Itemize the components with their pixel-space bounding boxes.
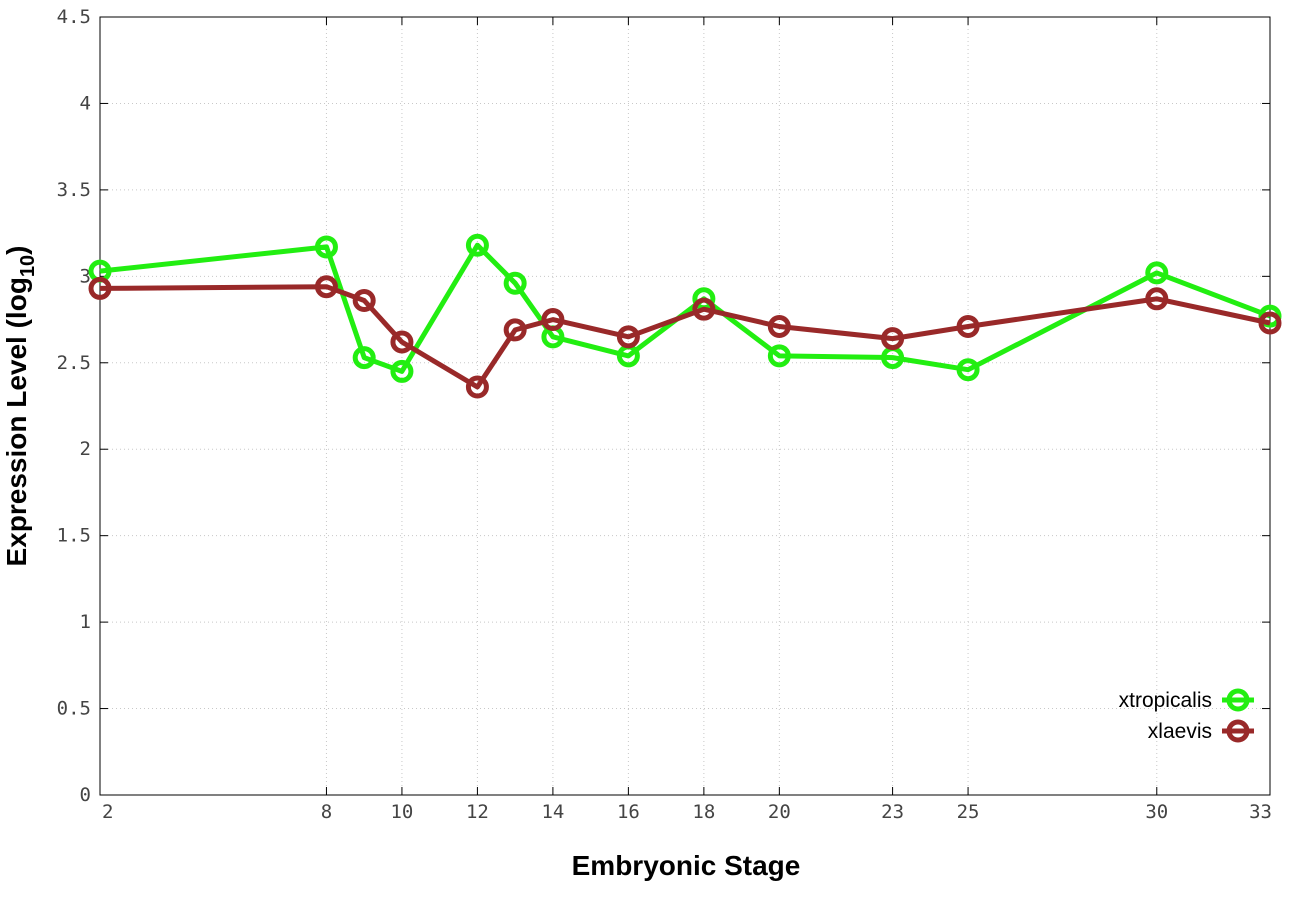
legend-marker-xtropicalis (1226, 688, 1250, 712)
data-point-xlaevis (616, 325, 640, 349)
x-tick-label: 30 (1145, 801, 1168, 823)
data-point-xtropicalis (314, 235, 338, 259)
y-tick-label: 3 (80, 265, 91, 287)
data-point-xlaevis (390, 330, 414, 354)
data-point-xtropicalis (767, 344, 791, 368)
y-axis-ticks: 0 0.5 1 1.5 2 2.5 3 3.5 4 4.5 (57, 6, 1270, 806)
x-tick-label: 16 (617, 801, 640, 823)
y-tick-label: 0.5 (57, 698, 91, 720)
legend-entry-xlaevis: xlaevis (1148, 719, 1254, 743)
x-tick-label: 33 (1249, 801, 1272, 823)
data-point-xtropicalis (503, 271, 527, 295)
y-axis-title-close: ) (1, 246, 32, 255)
y-tick-label: 1 (80, 611, 91, 633)
data-point-xlaevis (767, 314, 791, 338)
y-axis-title: Expression Level (log10) (1, 246, 39, 567)
legend: xtropicalis xlaevis (1119, 688, 1254, 743)
y-tick-label: 3.5 (57, 179, 91, 201)
x-tick-label: 10 (390, 801, 413, 823)
y-axis-title-main: Expression Level (log (1, 277, 32, 566)
data-point-xlaevis (352, 289, 376, 313)
data-point-xlaevis (956, 314, 980, 338)
y-tick-label: 0 (80, 784, 91, 806)
data-point-xtropicalis (390, 359, 414, 383)
x-tick-label: 2 (102, 801, 113, 823)
data-point-xlaevis (503, 318, 527, 342)
x-tick-label: 12 (466, 801, 489, 823)
x-tick-label: 20 (768, 801, 791, 823)
grid-lines (100, 17, 1270, 795)
x-axis-title: Embryonic Stage (572, 850, 801, 881)
legend-entry-xtropicalis: xtropicalis (1119, 688, 1254, 712)
y-tick-label: 1.5 (57, 525, 91, 547)
data-point-xlaevis (465, 375, 489, 399)
y-tick-label: 4 (80, 92, 91, 114)
legend-marker-xlaevis (1226, 719, 1250, 743)
data-point-xtropicalis (956, 358, 980, 382)
data-point-xtropicalis (1145, 261, 1169, 285)
x-tick-label: 14 (541, 801, 564, 823)
data-point-xlaevis (314, 275, 338, 299)
data-point-xlaevis (541, 308, 565, 332)
series-xlaevis (88, 275, 1282, 399)
legend-label-xlaevis: xlaevis (1148, 720, 1212, 743)
y-tick-label: 4.5 (57, 6, 91, 28)
y-tick-label: 2.5 (57, 352, 91, 374)
x-tick-label: 8 (321, 801, 332, 823)
data-point-xlaevis (1145, 287, 1169, 311)
data-point-xlaevis (88, 276, 112, 300)
y-axis-title-subscript: 10 (17, 255, 39, 277)
y-tick-label: 2 (80, 438, 91, 460)
data-point-xtropicalis (352, 346, 376, 370)
x-tick-label: 18 (692, 801, 715, 823)
x-tick-label: 25 (957, 801, 980, 823)
legend-label-xtropicalis: xtropicalis (1119, 689, 1212, 712)
data-point-xlaevis (692, 297, 716, 321)
series-line-xlaevis (99, 284, 1271, 390)
data-point-xlaevis (1258, 311, 1282, 335)
data-point-xlaevis (881, 327, 905, 351)
series-layer (88, 233, 1282, 399)
data-point-xtropicalis (465, 233, 489, 257)
x-tick-label: 23 (881, 801, 904, 823)
x-axis-ticks: 2 8 10 12 14 16 18 20 23 25 30 33 (99, 17, 1272, 823)
plot-frame (99, 16, 1271, 796)
